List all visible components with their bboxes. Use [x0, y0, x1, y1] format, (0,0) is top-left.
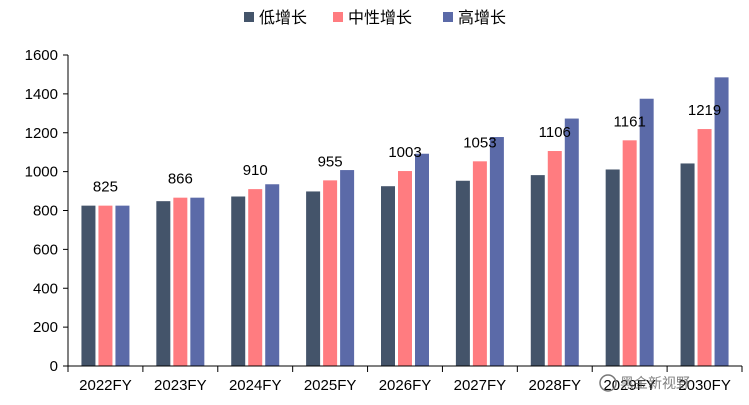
x-tick-label: 2025FY: [304, 377, 357, 394]
bars: [81, 77, 729, 367]
data-labels: 825 866 910 955 1003 1053 1106 1161 1219: [93, 102, 721, 196]
data-label: 955: [318, 153, 343, 170]
legend: 低增长 中性增长 高增长: [244, 9, 506, 27]
y-tick-label: 1600: [25, 47, 58, 64]
bar-2-2025FY: [323, 180, 338, 366]
bar-1-2030FY: [680, 163, 695, 366]
bar-1-2024FY: [231, 196, 246, 366]
bar-3-2029FY: [639, 98, 654, 366]
bar-1-2027FY: [455, 180, 470, 366]
x-tick-label: 2030FY: [678, 377, 731, 394]
watermark-text: 黑金新视野: [620, 375, 690, 391]
bar-3-2023FY: [190, 197, 205, 366]
data-label: 1106: [539, 124, 571, 141]
bar-1-2025FY: [306, 191, 321, 366]
bar-3-2024FY: [265, 184, 280, 366]
y-tick-label: 1000: [25, 164, 58, 181]
legend-label: 高增长: [458, 9, 506, 27]
bar-3-2026FY: [415, 153, 429, 366]
bar-3-2030FY: [714, 77, 729, 367]
bar-2-2030FY: [697, 129, 712, 366]
bar-1-2028FY: [530, 175, 545, 366]
bar-3-2028FY: [564, 118, 579, 366]
x-tick-label: 2026FY: [379, 377, 432, 394]
y-tick-label: 1200: [25, 125, 58, 142]
y-tick-label: 400: [33, 280, 58, 297]
legend-swatch: [244, 12, 254, 22]
bar-2-2023FY: [173, 197, 188, 366]
y-tick-label: 200: [33, 319, 58, 336]
bar-2-2024FY: [248, 189, 263, 366]
data-label: 1053: [463, 134, 496, 151]
wechat-icon: [599, 374, 617, 392]
bar-3-2027FY: [489, 137, 504, 366]
bar-1-2026FY: [381, 186, 395, 366]
y-axis: 0 200 400 600 800 1000 1200 1400 1600: [25, 47, 69, 375]
y-tick-label: 600: [33, 241, 58, 258]
x-tick-label: 2024FY: [229, 377, 282, 394]
bar-1-2029FY: [605, 169, 620, 366]
legend-swatch: [333, 12, 343, 22]
x-tick-label: 2022FY: [79, 377, 132, 394]
x-tick-label: 2027FY: [454, 377, 507, 394]
data-label: 866: [168, 171, 193, 188]
bar-2-2029FY: [622, 140, 637, 366]
data-label: 1219: [688, 102, 721, 119]
bar-1-2023FY: [156, 201, 171, 366]
legend-label: 低增长: [259, 9, 307, 27]
bar-3-2025FY: [340, 170, 355, 366]
x-tick-label: 2023FY: [154, 377, 207, 394]
x-tick-label: 2028FY: [529, 377, 582, 394]
bar-2-2026FY: [398, 171, 412, 366]
bar-1-2022FY: [81, 205, 96, 366]
data-label: 1161: [614, 113, 646, 130]
legend-swatch: [443, 12, 453, 22]
y-tick-label: 1400: [25, 86, 58, 103]
data-label: 1003: [388, 144, 421, 161]
y-tick-label: 800: [33, 203, 58, 220]
x-axis: 2022FY 2023FY 2024FY 2025FY 2026FY 2027FY 2028…: [67, 365, 743, 394]
legend-label: 中性增长: [348, 9, 412, 27]
bar-2-2028FY: [547, 151, 562, 366]
y-tick-label: 0: [50, 358, 58, 375]
watermark: 黑金新视野: [599, 374, 690, 392]
bar-2-2027FY: [472, 161, 487, 366]
bar-2-2022FY: [98, 205, 113, 366]
data-label: 825: [93, 179, 118, 196]
data-label: 910: [243, 162, 268, 179]
bar-3-2022FY: [115, 205, 130, 366]
